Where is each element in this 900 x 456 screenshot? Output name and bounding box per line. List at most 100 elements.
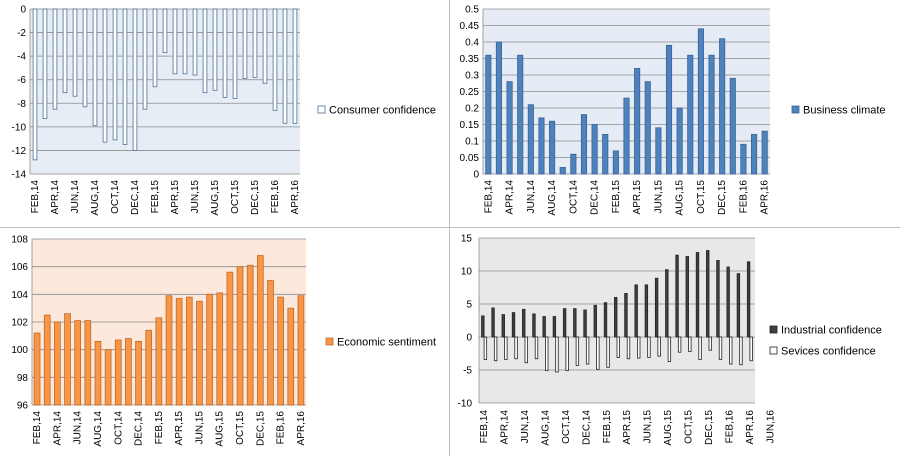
bar-business-climate [580,114,588,175]
bar-consumer-confidence [122,8,128,145]
bar-consumer-confidence [162,8,168,54]
legend-swatch [769,325,778,334]
bar-consumer-confidence [192,8,198,76]
y-tick-label: 0.15 [460,120,480,131]
bar-industrial-confidence [665,269,669,338]
bar-business-climate [729,77,736,175]
legend-label: Industrial confidence [781,325,882,337]
y-tick-label: 96 [17,401,29,412]
bar-consumer-confidence [222,8,228,98]
bar-business-climate [687,54,694,175]
y-tick-label: 104 [11,290,28,301]
bar-business-climate [655,127,662,175]
legend-swatch [769,346,778,355]
bar-economic-sentiment [114,339,122,406]
x-tick-label: DEC,15 [255,411,266,446]
x-tick-label: FEB,16 [738,180,749,214]
x-tick-label: APR,16 [290,180,301,215]
bar-economic-sentiment [297,295,305,406]
bar-economic-sentiment [84,320,92,406]
x-tick-label: AUG,15 [215,411,226,447]
bar-industrial-confidence [603,302,608,338]
bar-industrial-confidence [593,304,597,338]
y-tick-label: 10 [461,267,473,278]
bar-economic-sentiment [74,320,82,406]
x-tick-label: FEB,14 [483,180,494,214]
y-tick-label: 0 [20,5,26,16]
bar-consumer-confidence [242,8,248,79]
y-tick-label: 0.4 [465,38,479,49]
y-tick-label: -12 [12,146,27,157]
x-tick-label: APR,15 [170,180,181,215]
y-tick-label: -2 [17,28,26,39]
bar-consumer-confidence [202,8,208,94]
x-tick-label: FEB,16 [276,411,287,445]
x-tick-label: JUN,16 [765,410,776,444]
bar-consumer-confidence [252,8,258,78]
bar-sevices-confidence [688,336,692,352]
bar-industrial-confidence [573,308,577,338]
bar-business-climate [719,38,726,175]
legend-label: Consumer confidence [329,105,436,117]
x-tick-label: JUN,15 [194,411,205,445]
bar-economic-sentiment [226,271,234,406]
legend-label: Economic sentiment [337,337,436,349]
bar-economic-sentiment [54,321,61,406]
bar-economic-sentiment [196,300,203,406]
x-tick-label: APR,16 [296,411,307,446]
x-tick-label: DEC,15 [717,180,728,215]
y-tick-label: 0.2 [465,104,479,115]
bar-economic-sentiment [175,298,183,406]
x-tick-label: FEB,14 [30,180,41,214]
bar-economic-sentiment [206,293,213,406]
bar-sevices-confidence [749,336,753,362]
bar-consumer-confidence [232,8,238,99]
y-tick-label: -10 [12,122,27,133]
legend-swatch [791,105,800,114]
x-tick-label: OCT,15 [684,410,695,444]
bar-business-climate [665,44,673,175]
x-tick-label: AUG,15 [663,410,674,446]
y-tick-label: -8 [17,99,26,110]
bar-business-climate [591,124,598,175]
x-tick-label: JUN,15 [643,410,654,444]
bar-consumer-confidence [82,8,88,108]
x-tick-label: APR,16 [745,410,756,445]
x-tick-label: APR,14 [52,411,63,446]
x-tick-label: APR,14 [500,410,511,445]
bar-industrial-confidence [532,313,536,338]
bar-sevices-confidence [524,336,528,364]
x-tick-label: FEB,16 [270,180,281,214]
bar-economic-sentiment [277,296,284,406]
x-tick-label: AUG,15 [210,180,221,216]
x-tick-label: FEB,14 [479,410,490,444]
bar-business-climate [697,28,704,175]
bar-business-climate [506,81,513,175]
bar-consumer-confidence [262,8,268,84]
bar-sevices-confidence [606,336,610,368]
legend-swatch [325,337,334,346]
y-tick-label: 106 [11,262,28,273]
bar-industrial-confidence [695,252,700,338]
bar-industrial-confidence [706,250,710,338]
y-tick-label: 0.25 [460,87,480,98]
bar-consumer-confidence [32,8,38,161]
bar-sevices-confidence [616,336,620,358]
x-tick-label: DEC,15 [704,410,715,445]
y-tick-label: 0.3 [465,71,479,82]
bar-sevices-confidence [493,336,498,362]
x-tick-label: JUN,15 [653,180,664,214]
x-tick-label: AUG,14 [547,180,558,216]
bar-consumer-confidence [132,8,138,151]
bar-sevices-confidence [555,336,559,373]
bar-industrial-confidence [634,284,638,338]
bar-industrial-confidence [562,308,567,338]
bar-economic-sentiment [155,317,163,406]
bar-consumer-confidence [212,8,218,91]
bar-industrial-confidence [481,315,485,338]
y-tick-label: 0.05 [460,153,480,164]
bar-consumer-confidence [52,8,58,110]
bar-consumer-confidence [292,8,298,124]
y-tick-label: -10 [458,399,473,410]
bar-economic-sentiment [33,332,41,406]
